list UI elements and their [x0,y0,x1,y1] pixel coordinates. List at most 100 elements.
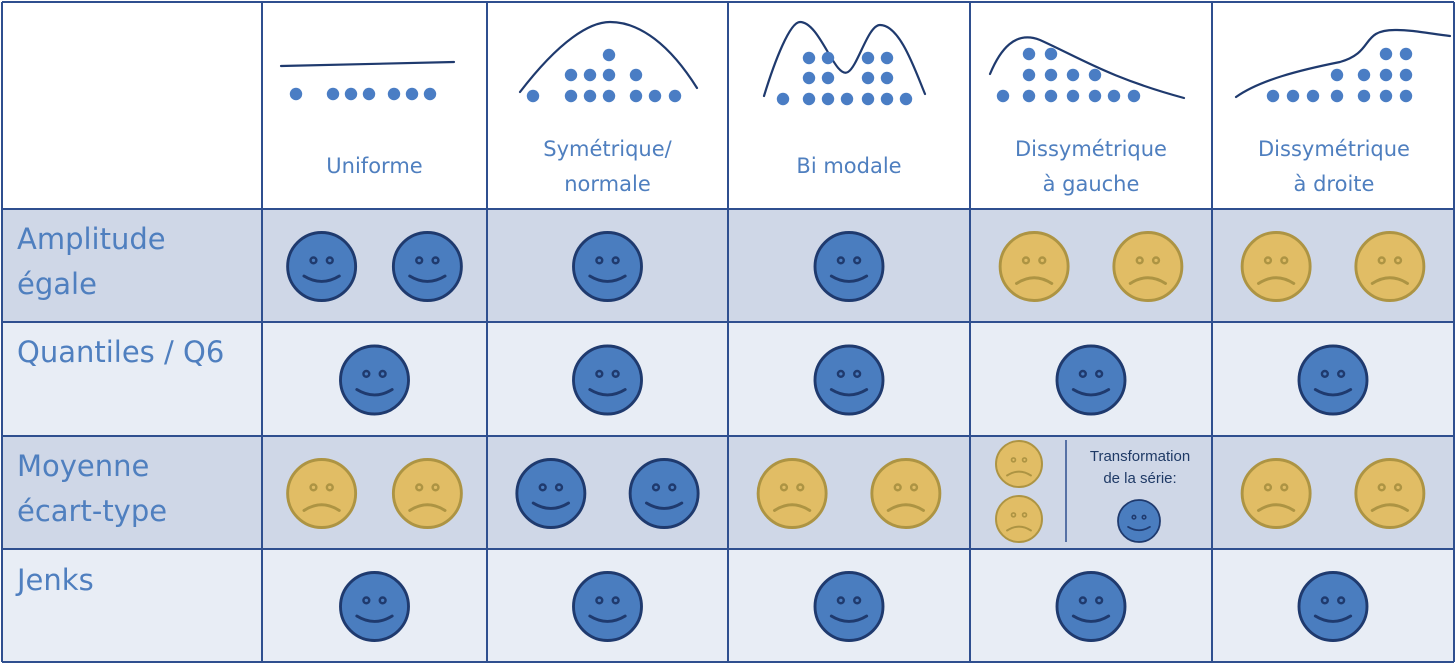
happy-face-icon-eye-left [362,369,371,378]
happy-face-icon-mouth [302,274,341,283]
happy-face-icon-mouth [1071,388,1111,397]
sad-face-icon-eye-right [1280,483,1289,492]
happy-face-icon [339,344,410,416]
happy-face-icon-mouth [645,501,684,510]
happy-face-icon-eye-left [1320,369,1329,378]
happy-face-icon-eye-right [853,369,862,378]
happy-face-icon-eye-left [836,256,845,265]
left-skew-dot [1022,89,1036,103]
bimodal-dot [861,71,875,85]
sad-face-icon-eye-left [309,483,318,492]
sad-face-icon [995,495,1043,543]
happy-face-icon-mouth [829,274,869,283]
sad-face-icon-eye-left [1135,256,1144,265]
happy-face-icon [572,344,643,416]
happy-face-icon-eye-right [1095,596,1104,605]
happy-face-icon-eye-right [1141,514,1147,520]
bimodal-dot [802,51,816,65]
happy-face-icon-eye-right [611,369,620,378]
happy-face-icon-mouth [355,614,394,623]
happy-face-icon-eye-left [1078,596,1087,605]
happy-face-icon [572,231,643,302]
happy-face-icon-eye-left [1131,514,1137,520]
right-skew-dot [1399,89,1413,103]
col-header-symetrique: Symétrique/ normale [543,137,672,196]
happy-face-icon-eye-right [1337,596,1346,605]
row-label-moyenne: Moyenne écart-type [17,449,168,528]
happy-face-icon-mouth [1313,388,1353,397]
happy-face-icon-eye-left [309,256,318,265]
sad-face-icon-mouth [1370,276,1409,285]
normal-dot [648,89,662,103]
happy-face-icon-eye-left [595,596,604,605]
bimodal-dot [899,92,913,106]
normal-dot [526,89,540,103]
left-skew-dot [1044,47,1058,61]
happy-face-icon-mouth [1071,614,1111,623]
sad-face-icon-eye-left [1263,483,1273,492]
sad-face-icon-eye-right [431,483,440,492]
right-skew-dot [1330,89,1344,103]
normal-dot [564,89,578,103]
happy-face-icon [572,571,643,642]
right-skew-dot [1357,68,1371,82]
sad-face-icon-eye-right [1393,256,1403,265]
sad-face-icon-eye-left [779,483,789,492]
uniform-curve [279,60,456,68]
normal-dot [668,89,682,103]
happy-face-icon-mouth [1313,614,1353,623]
sad-face-icon-mouth [773,503,812,512]
sad-face-icon-mouth [1128,276,1167,285]
happy-face-icon-eye-left [1078,369,1087,378]
happy-face-icon [1117,499,1161,543]
left-skew-dot [1066,68,1080,82]
left-skew-dot [1044,68,1058,82]
sad-face-icon [1240,458,1312,529]
sad-face-icon-eye-left [1010,512,1017,518]
happy-face-icon [286,231,358,302]
normal-dot [602,48,616,62]
uniform-dot [289,87,303,101]
happy-face-icon-eye-left [362,596,371,605]
sad-face-icon-eye-right [1280,256,1289,265]
happy-face-icon-eye-left [1320,596,1329,605]
normal-dot [602,68,616,82]
left-skew-dot [1022,68,1036,82]
sad-face-icon-mouth [886,503,925,512]
left-skew-dot [996,89,1010,103]
happy-face-icon-eye-left [415,256,424,265]
happy-face-icon-eye-right [668,483,677,492]
bimodal-dot [802,71,816,85]
happy-face-icon-eye-left [595,256,604,265]
sad-face-icon-eye-left [1021,256,1031,265]
sad-face-icon-eye-left [415,483,424,492]
bimodal-dot [861,51,875,65]
col-header-uniforme: Uniforme [326,154,423,178]
sad-face-icon [998,231,1070,302]
bimodal-dot [802,92,816,106]
happy-face-icon [515,458,587,529]
left-skew-dot [1044,89,1058,103]
right-skew-dot [1286,89,1300,103]
happy-face-icon [1297,344,1369,416]
uniform-dot [387,87,401,101]
bimodal-dot [776,92,790,106]
bimodal-dot [821,92,835,106]
right-skew-dot [1306,89,1320,103]
uniform-dot [326,87,340,101]
sad-face-icon-mouth [1370,503,1409,512]
row-label-amplitude: Amplitude égale [17,222,166,301]
happy-face-icon [813,571,885,642]
sad-face-icon-mouth [1006,525,1032,532]
happy-face-icon-eye-left [836,369,845,378]
normal-dot [629,68,643,82]
bimodal-dot [821,71,835,85]
sad-face-icon-mouth [302,503,341,512]
bimodal-dot [880,92,894,106]
col-header-dissym-gauche: Dissymétrique à gauche [1015,137,1167,196]
row-label-jenks: Jenks [17,563,94,597]
right-skew-dot [1379,68,1393,82]
sad-face-icon-eye-right [1021,512,1028,518]
sad-face-icon-eye-left [1010,457,1017,463]
sad-face-icon-eye-right [1021,457,1028,463]
